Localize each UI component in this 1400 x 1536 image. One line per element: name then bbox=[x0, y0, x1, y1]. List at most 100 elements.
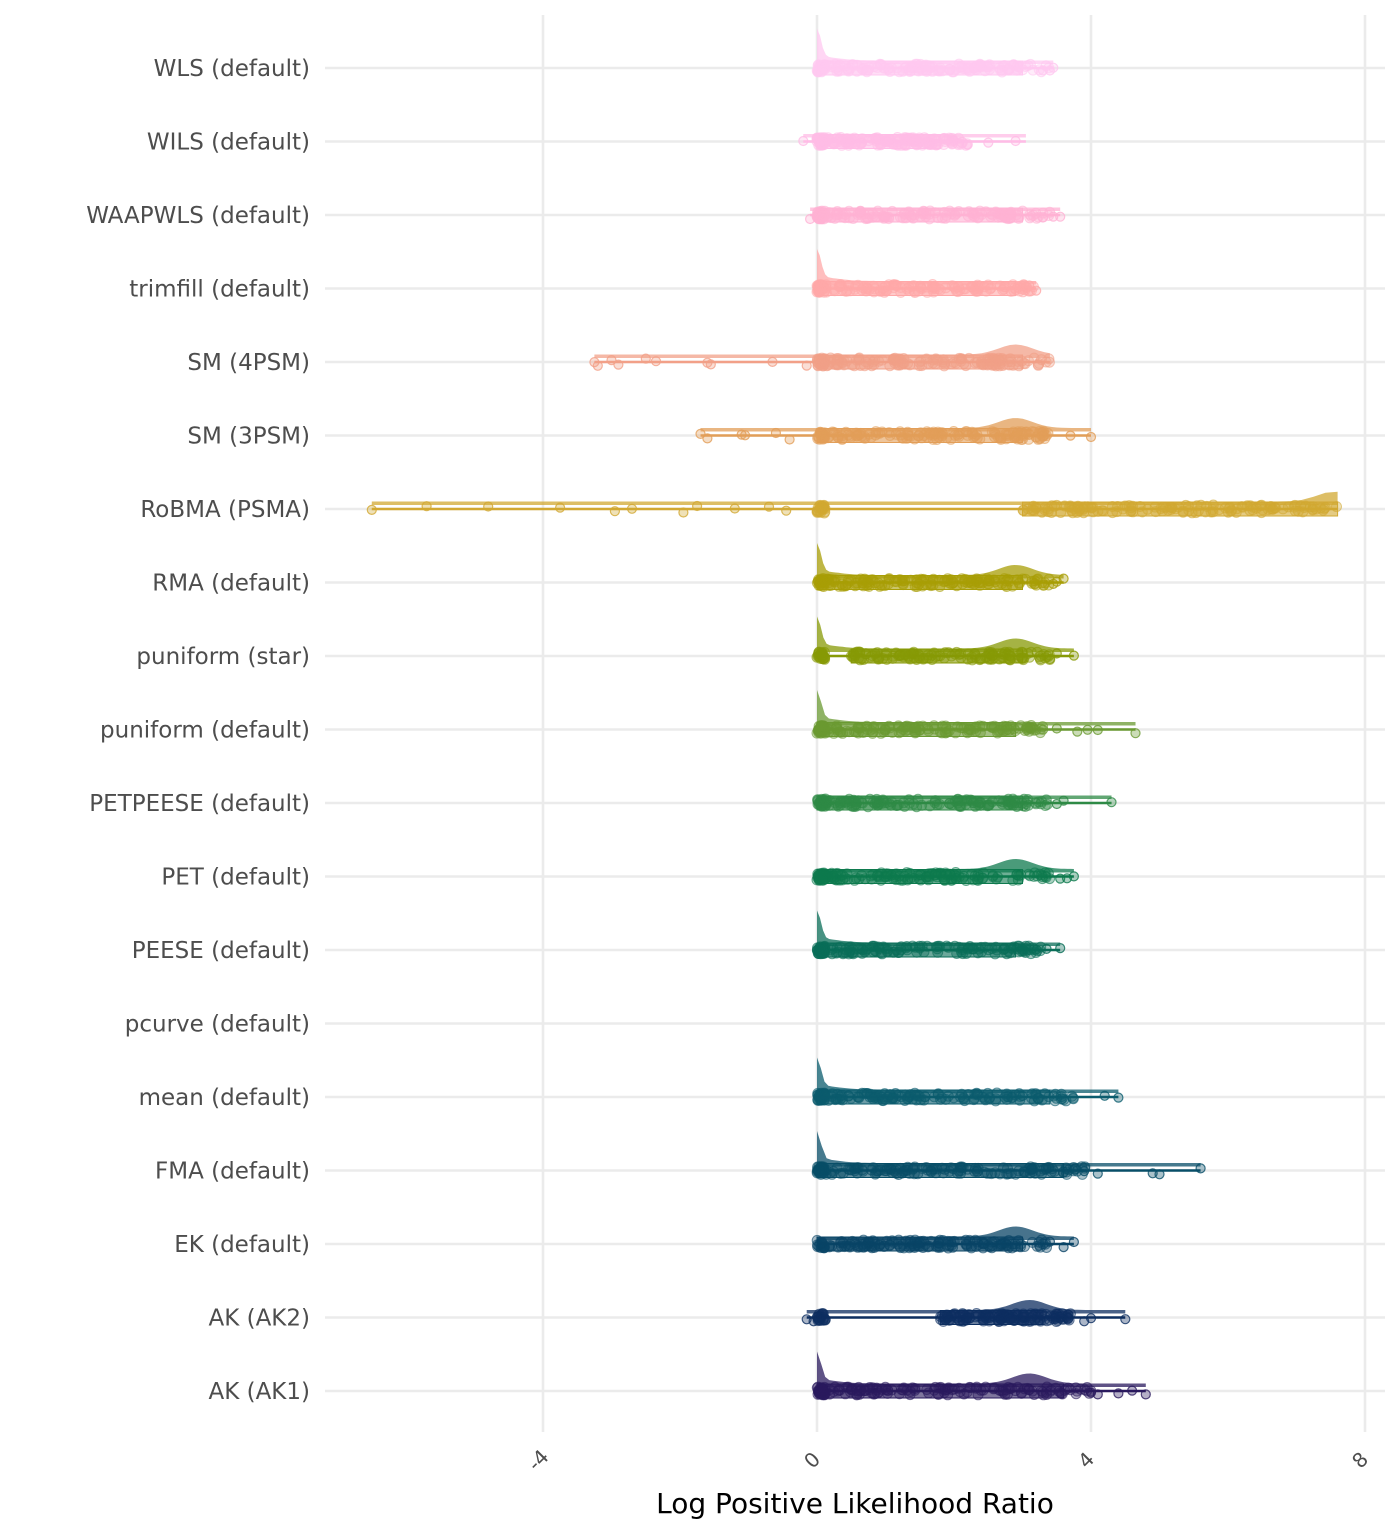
data-point bbox=[944, 577, 956, 589]
y-tick-label: trimfill (default) bbox=[129, 277, 310, 303]
data-point bbox=[1044, 1314, 1055, 1326]
data-point bbox=[1127, 506, 1139, 518]
outlier-point bbox=[767, 356, 778, 367]
y-tick-label: PEESE (default) bbox=[132, 938, 310, 964]
data-point bbox=[986, 943, 998, 954]
data-point bbox=[903, 430, 915, 442]
data-point bbox=[940, 1093, 952, 1105]
data-point bbox=[891, 1167, 902, 1179]
data-point bbox=[903, 797, 915, 809]
data-point bbox=[882, 1091, 894, 1103]
y-tick-label: RMA (default) bbox=[152, 571, 310, 597]
data-point bbox=[992, 1240, 1004, 1252]
data-point bbox=[922, 1241, 934, 1253]
outlier-point bbox=[763, 501, 775, 512]
data-point bbox=[926, 654, 938, 665]
data-point bbox=[1043, 353, 1055, 365]
outlier-point bbox=[1037, 65, 1049, 76]
data-point bbox=[833, 209, 844, 220]
data-point bbox=[867, 946, 879, 958]
data-point bbox=[890, 874, 902, 886]
data-point bbox=[851, 429, 863, 441]
data-point bbox=[816, 1382, 828, 1394]
data-point bbox=[891, 354, 903, 366]
data-point bbox=[865, 870, 877, 882]
data-point bbox=[940, 282, 952, 294]
data-point bbox=[944, 1314, 956, 1326]
data-point bbox=[815, 1163, 827, 1175]
data-point bbox=[967, 874, 979, 886]
data-point bbox=[837, 874, 849, 886]
data-point bbox=[1317, 504, 1329, 516]
outlier-point bbox=[1113, 1388, 1124, 1399]
data-point bbox=[1207, 504, 1218, 516]
jitter-points bbox=[366, 58, 1342, 1401]
data-point bbox=[1331, 501, 1342, 513]
outlier-point bbox=[1037, 212, 1049, 223]
data-point bbox=[1022, 648, 1034, 659]
data-point bbox=[819, 62, 831, 74]
cloud-18 bbox=[817, 1351, 1146, 1387]
data-point bbox=[1060, 1095, 1072, 1107]
y-tick-label: AK (AK1) bbox=[208, 1379, 310, 1405]
data-point bbox=[839, 212, 851, 224]
data-point bbox=[813, 279, 824, 291]
outlier-point bbox=[781, 505, 792, 516]
data-point bbox=[1017, 944, 1029, 956]
data-point bbox=[909, 941, 921, 953]
data-point bbox=[1018, 504, 1029, 516]
outlier-point bbox=[1079, 1165, 1090, 1177]
outlier-point bbox=[1044, 1236, 1056, 1247]
data-point bbox=[1056, 1388, 1068, 1400]
data-point bbox=[857, 282, 869, 294]
outlier-point bbox=[1130, 728, 1141, 739]
data-point bbox=[1136, 506, 1148, 518]
data-point bbox=[904, 1234, 916, 1246]
outlier-point bbox=[695, 428, 706, 439]
outlier-point bbox=[1085, 431, 1097, 443]
data-point bbox=[1024, 58, 1036, 70]
data-point bbox=[1007, 359, 1019, 371]
outlier-point bbox=[962, 139, 973, 150]
data-point bbox=[1019, 573, 1031, 585]
data-point bbox=[816, 874, 828, 886]
data-point bbox=[816, 942, 828, 954]
data-point bbox=[984, 59, 995, 71]
data-point bbox=[908, 646, 920, 658]
data-point bbox=[987, 649, 999, 661]
data-point bbox=[909, 287, 921, 298]
outlier-point bbox=[1055, 211, 1066, 222]
outlier-point bbox=[1065, 430, 1076, 441]
data-point bbox=[1070, 1163, 1082, 1175]
data-point bbox=[966, 575, 978, 587]
data-point bbox=[826, 574, 838, 585]
data-point bbox=[876, 426, 888, 438]
data-point bbox=[936, 429, 947, 441]
outlier-point bbox=[808, 1316, 819, 1327]
data-point bbox=[845, 574, 857, 586]
data-point bbox=[867, 796, 879, 808]
outlier-point bbox=[421, 501, 432, 512]
data-point bbox=[827, 870, 839, 882]
density-cloud bbox=[817, 28, 1054, 64]
data-point bbox=[1063, 1314, 1075, 1326]
data-point bbox=[817, 1314, 829, 1326]
data-point bbox=[816, 432, 828, 444]
data-point bbox=[943, 63, 955, 75]
data-point bbox=[858, 1241, 870, 1253]
y-tick-label: WAAPWLS (default) bbox=[86, 203, 310, 229]
outlier-point bbox=[1154, 1169, 1165, 1180]
outlier-point bbox=[1055, 942, 1066, 954]
data-point bbox=[902, 426, 914, 438]
outlier-point bbox=[1058, 573, 1069, 584]
data-point bbox=[894, 211, 906, 223]
x-tick-label: 4 bbox=[1073, 1447, 1099, 1473]
outlier-point bbox=[1068, 650, 1080, 661]
data-point bbox=[837, 727, 849, 739]
outlier-point bbox=[1031, 1089, 1042, 1100]
data-point bbox=[920, 871, 932, 883]
data-point bbox=[899, 1095, 911, 1106]
data-point bbox=[895, 941, 907, 953]
y-tick-label: PETPEESE (default) bbox=[89, 791, 310, 817]
